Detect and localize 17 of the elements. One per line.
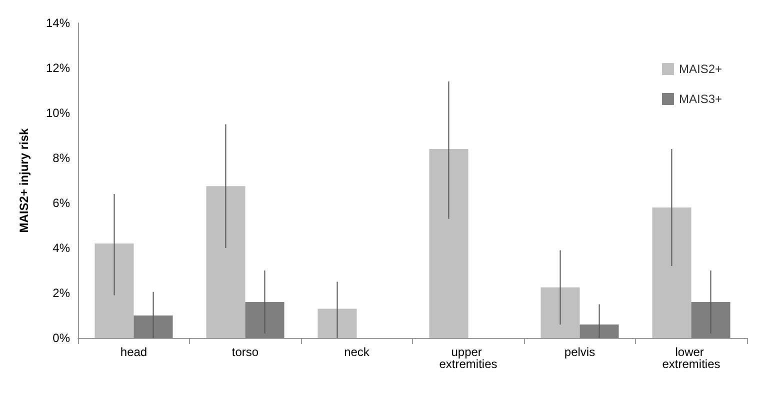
x-tick-label: torso	[232, 345, 259, 359]
legend-label: MAIS2+	[678, 62, 722, 76]
y-tick-label: 8%	[52, 151, 70, 165]
x-tick-label: lower extremities	[662, 345, 720, 371]
legend-label: MAIS3+	[678, 92, 722, 106]
x-tick-label: neck	[344, 345, 370, 359]
x-tick-label: head	[120, 345, 148, 359]
y-tick-label: 12%	[46, 61, 70, 75]
y-tick-label: 0%	[52, 331, 70, 345]
y-tick-label: 2%	[52, 286, 70, 300]
y-tick-label: 6%	[52, 196, 70, 210]
y-tick-label: 4%	[52, 241, 70, 255]
y-tick-label: 10%	[46, 106, 70, 120]
x-tick-label: upper extremities	[439, 345, 498, 371]
y-tick-label: 14%	[46, 16, 70, 30]
x-tick-label: pelvis	[564, 345, 596, 359]
y-axis-title: MAIS2+ injury risk	[17, 128, 31, 233]
